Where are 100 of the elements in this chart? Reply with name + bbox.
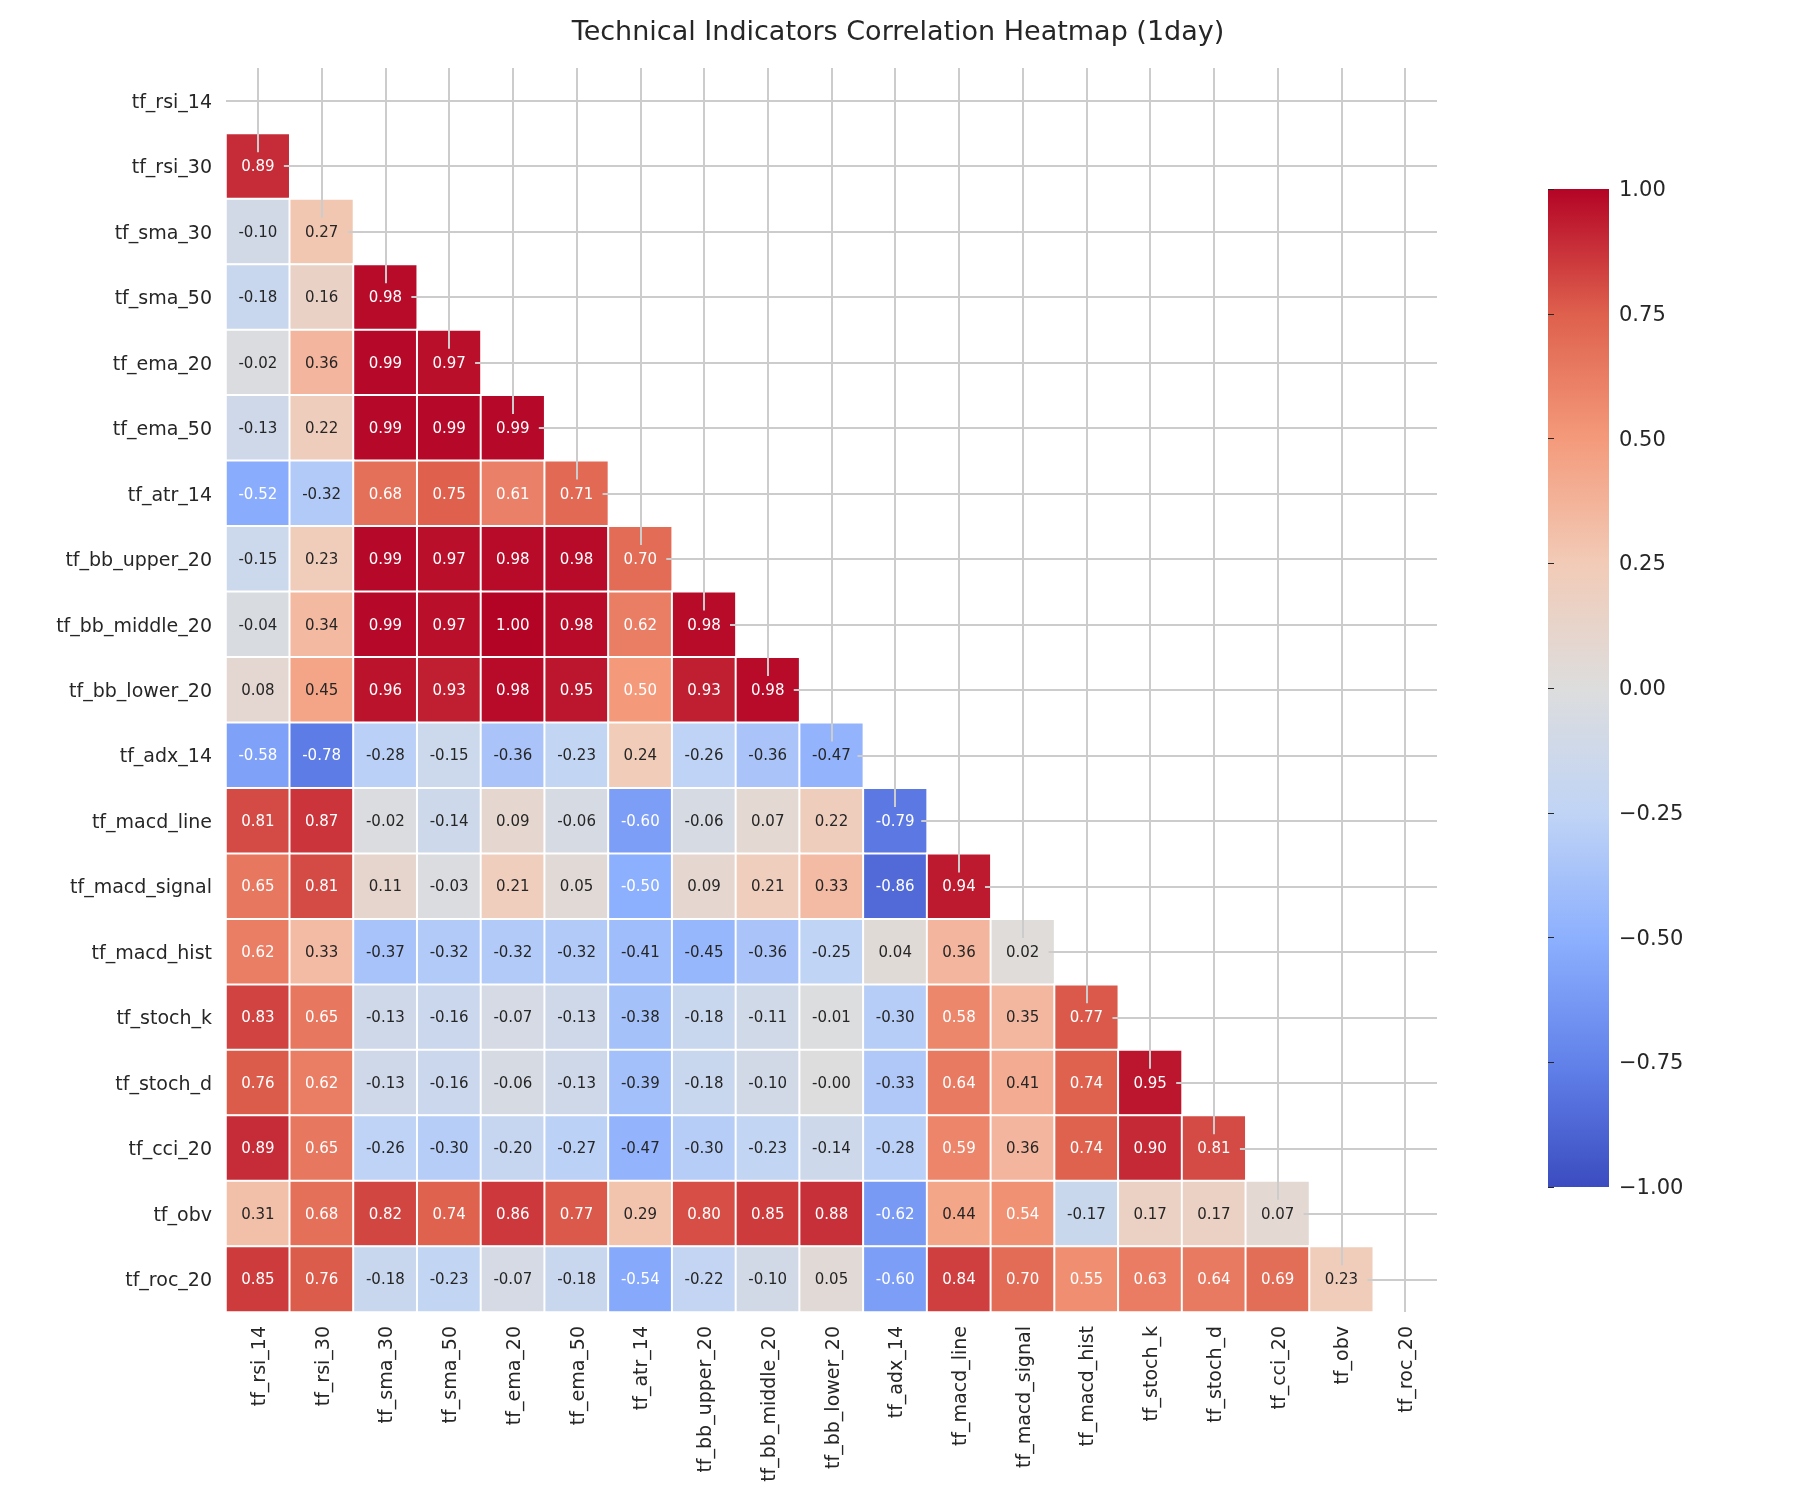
data-label: -0.18 <box>557 1270 596 1289</box>
data-label: -0.47 <box>812 746 851 765</box>
data-label: -0.26 <box>684 746 724 765</box>
data-label: 0.65 <box>241 877 275 896</box>
data-label: 0.33 <box>304 942 339 961</box>
data-label: -0.14 <box>429 811 469 830</box>
data-label: 0.44 <box>942 1204 976 1223</box>
data-label: -0.02 <box>365 811 405 830</box>
data-label: -0.60 <box>620 811 660 830</box>
data-label: -0.13 <box>365 1008 405 1027</box>
y-tick-label: tf_bb_lower_20 <box>69 679 212 702</box>
x-tick-label: tf_obv <box>1330 1326 1354 1385</box>
data-label: 0.98 <box>496 550 530 569</box>
data-label: 0.36 <box>1006 1139 1040 1158</box>
data-label: 0.76 <box>241 1073 275 1092</box>
data-label: 0.17 <box>1197 1204 1231 1223</box>
data-label: -0.15 <box>238 550 278 569</box>
x-tick-label: tf_rsi_30 <box>310 1326 334 1407</box>
data-label: 0.65 <box>304 1139 339 1158</box>
data-label: -0.30 <box>429 1139 469 1158</box>
data-label: -0.13 <box>238 419 278 438</box>
y-tick-label: tf_macd_line <box>91 809 212 833</box>
data-label: 0.24 <box>623 746 657 765</box>
data-label: -0.28 <box>365 746 405 765</box>
x-tick-label: tf_sma_50 <box>438 1326 462 1424</box>
data-label: 0.94 <box>942 877 976 896</box>
x-tick-label: tf_macd_hist <box>1075 1326 1099 1447</box>
data-label: 0.76 <box>304 1270 339 1289</box>
data-label: 0.93 <box>687 681 721 699</box>
data-label: 0.99 <box>368 550 403 569</box>
data-label: -0.14 <box>812 1139 851 1158</box>
data-label: -0.06 <box>557 811 596 830</box>
data-label: -0.62 <box>875 1204 915 1223</box>
data-label: 0.27 <box>304 222 339 241</box>
data-label: 0.86 <box>496 1204 530 1223</box>
data-label: -0.13 <box>365 1073 405 1092</box>
x-tick-label: tf_rsi_14 <box>246 1326 270 1407</box>
data-label: 0.95 <box>559 681 594 699</box>
data-label: 0.58 <box>942 1008 976 1027</box>
data-label: -0.32 <box>557 942 596 961</box>
data-label: -0.23 <box>748 1139 788 1158</box>
data-label: 0.98 <box>559 550 594 569</box>
data-label: -0.36 <box>748 942 788 961</box>
data-label: 0.97 <box>432 353 466 372</box>
data-label: -0.30 <box>875 1008 915 1027</box>
data-label: 0.85 <box>241 1270 275 1289</box>
y-tick-label: tf_roc_20 <box>125 1268 212 1292</box>
data-label: 0.98 <box>559 615 594 634</box>
data-label: 0.68 <box>368 484 403 503</box>
data-label: -0.33 <box>875 1073 915 1092</box>
data-label: 0.33 <box>814 877 849 896</box>
data-label: 0.98 <box>751 681 785 699</box>
data-label: -0.32 <box>493 942 533 961</box>
y-tick-label: tf_macd_signal <box>70 875 212 899</box>
data-label: -0.18 <box>684 1008 724 1027</box>
y-tick-label: tf_stoch_k <box>116 1006 212 1030</box>
data-label: 0.96 <box>368 681 403 699</box>
data-label: -0.26 <box>365 1139 405 1158</box>
y-tick-label: tf_adx_14 <box>119 744 212 768</box>
color-bar-label: −0.25 <box>1619 800 1684 825</box>
data-label: -0.36 <box>493 746 533 765</box>
data-label: 0.99 <box>432 419 466 438</box>
x-tick-label: tf_macd_signal <box>1011 1326 1035 1468</box>
data-label: 0.77 <box>559 1204 594 1223</box>
x-tick-label: tf_sma_30 <box>374 1326 398 1424</box>
data-label: 0.07 <box>751 811 785 830</box>
color-bar-label: 0.75 <box>1619 301 1666 326</box>
data-label: 0.70 <box>1006 1270 1040 1289</box>
data-label: -0.18 <box>365 1270 405 1289</box>
y-tick-label: tf_atr_14 <box>127 482 212 506</box>
data-label: 0.05 <box>814 1270 849 1289</box>
data-label: -0.10 <box>748 1270 788 1289</box>
data-label: 0.98 <box>368 288 403 307</box>
data-label: 0.55 <box>1069 1270 1104 1289</box>
data-label: 0.29 <box>623 1204 657 1223</box>
data-label: 0.85 <box>751 1204 785 1223</box>
data-label: -0.79 <box>875 811 915 830</box>
data-label: 0.36 <box>304 353 339 372</box>
data-label: 0.99 <box>368 419 403 438</box>
data-label: -0.52 <box>238 484 278 503</box>
data-label: -0.58 <box>238 746 278 765</box>
y-tick-label: tf_cci_20 <box>128 1137 212 1161</box>
data-label: 0.74 <box>1069 1139 1104 1158</box>
data-label: 0.08 <box>241 681 275 699</box>
data-label: 0.81 <box>1197 1139 1231 1158</box>
data-label: 0.74 <box>1069 1073 1104 1092</box>
color-bar-label: 0.00 <box>1619 676 1666 700</box>
data-label: -0.00 <box>812 1073 851 1092</box>
data-label: 0.70 <box>623 550 657 569</box>
data-label: 0.05 <box>559 877 594 896</box>
data-label: 0.07 <box>1260 1204 1295 1223</box>
data-label: -0.13 <box>557 1073 596 1092</box>
data-label: -0.04 <box>238 615 278 634</box>
data-label: -0.22 <box>684 1270 724 1289</box>
data-label: 0.89 <box>241 157 275 176</box>
x-tick-label: tf_macd_line <box>947 1326 971 1447</box>
data-label: -0.32 <box>429 942 469 961</box>
y-tick-label: tf_stoch_d <box>115 1071 212 1095</box>
data-label: -0.07 <box>493 1008 533 1027</box>
data-label: 0.36 <box>942 942 976 961</box>
